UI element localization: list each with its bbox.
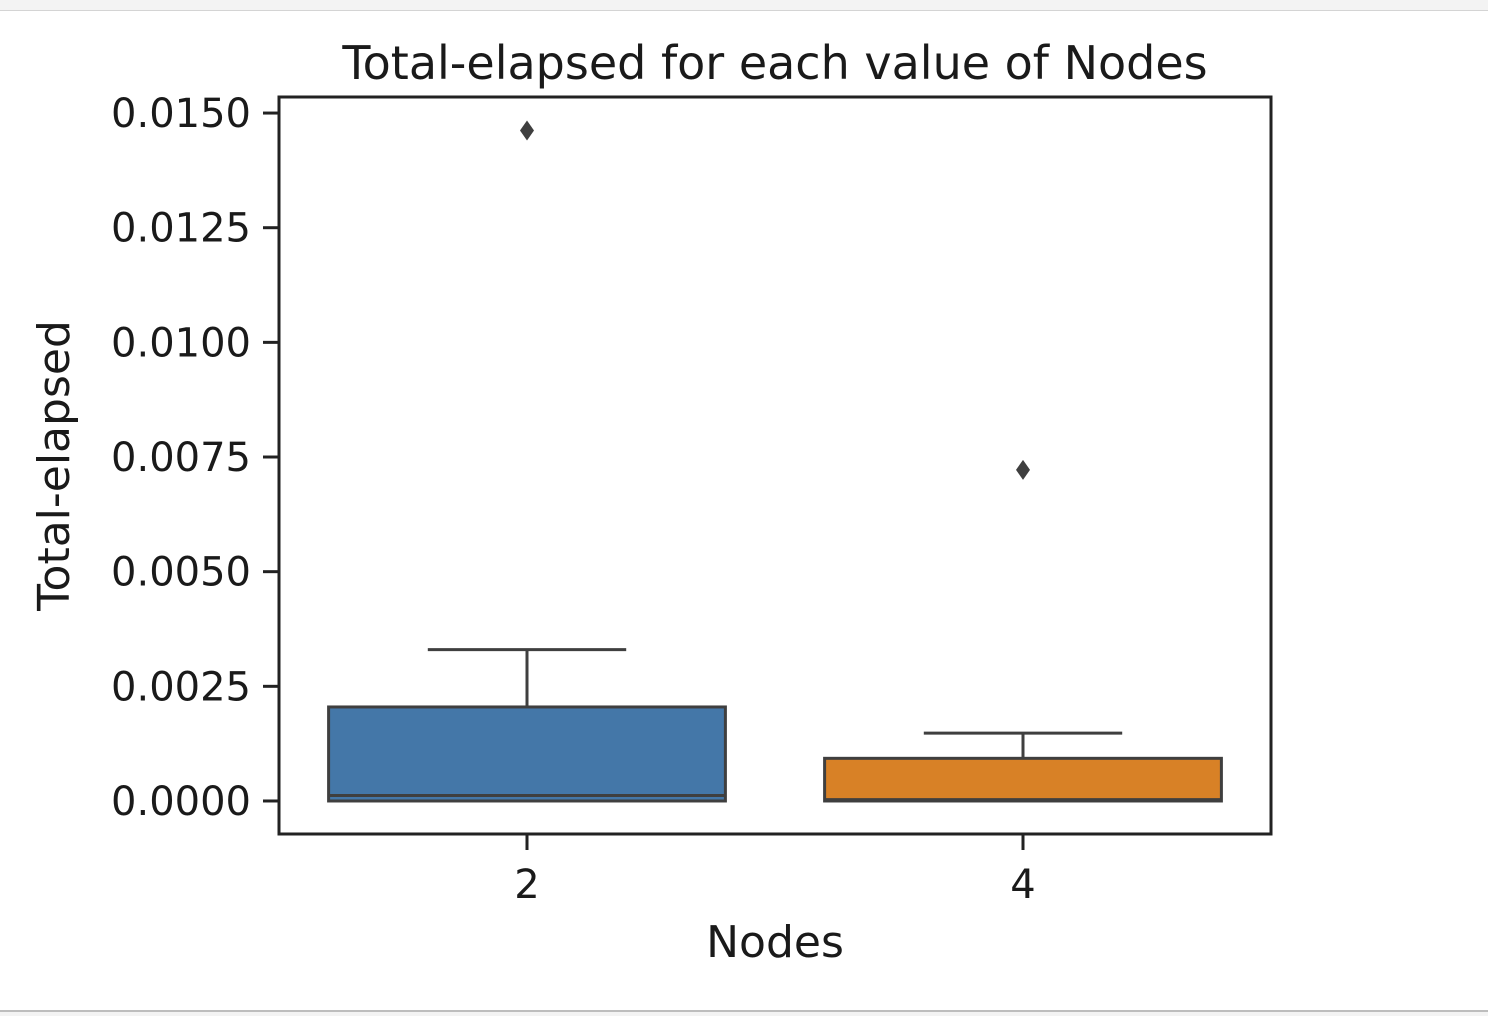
box-group-4 [823,459,1223,803]
y-tick-label: 0.0075 [111,435,251,481]
ticks-layer: 0.0000 0.0025 0.0050 0.0075 0.0100 0.0125 0.01… [111,91,1036,908]
y-tick-label: 0.0150 [111,91,251,137]
box-iqr [327,705,727,803]
box-iqr [823,756,1223,803]
x-axis-title: Nodes [706,917,844,968]
y-tick-label: 0.0000 [111,779,251,825]
y-tick-label: 0.0025 [111,664,251,710]
chart-title: Total-elapsed for each value of Nodes [341,36,1207,90]
y-tick-label: 0.0100 [111,320,251,366]
boxes-layer [327,120,1223,803]
box-group-2 [327,120,727,803]
x-tick-label: 2 [514,862,539,908]
bottom-window-strip [0,1010,1488,1016]
y-axis-title: Total-elapsed [29,320,80,612]
outlier-point [1016,459,1030,480]
y-tick-label: 0.0125 [111,206,251,252]
outlier-point [520,120,534,141]
x-tick-label: 4 [1010,862,1035,908]
plot-frame [277,95,1273,836]
top-window-strip [0,0,1488,11]
y-tick-label: 0.0050 [111,550,251,596]
